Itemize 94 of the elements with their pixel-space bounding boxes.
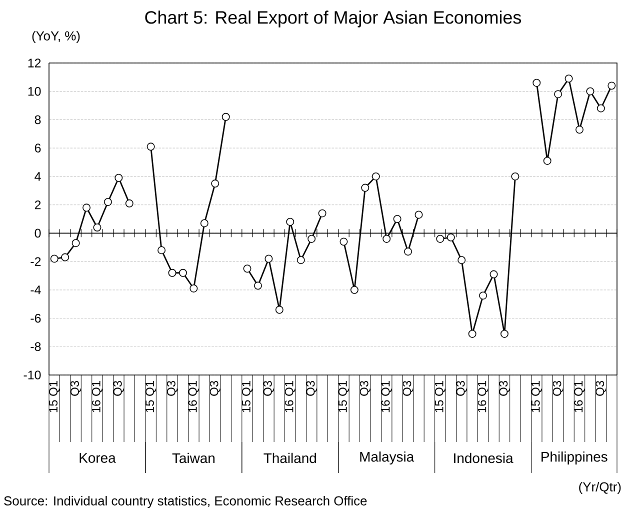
y-tick-label: -8 <box>30 342 41 351</box>
legend-label: Korea <box>80 452 116 463</box>
point <box>275 306 284 314</box>
x-tick-label: 15 Q1 <box>531 380 542 412</box>
point <box>586 87 594 96</box>
x-tick-label: 16 Q1 <box>381 380 392 412</box>
y-axis-title: (YoY, %) <box>32 30 80 43</box>
legend-label: Thailand <box>264 452 316 463</box>
point <box>93 223 102 232</box>
point <box>190 284 198 292</box>
point <box>608 82 616 90</box>
y-tick-label: -10 <box>24 370 41 380</box>
x-tick-label: Q3 <box>210 380 220 396</box>
point <box>114 174 123 182</box>
point <box>414 210 423 219</box>
x-tick-label: 15 Q1 <box>49 380 60 412</box>
y-tick-label: 6 <box>34 144 41 152</box>
point <box>564 74 573 82</box>
point <box>308 234 316 243</box>
point <box>500 330 508 338</box>
point <box>72 238 80 247</box>
point <box>479 291 488 300</box>
point <box>200 219 208 228</box>
point <box>50 254 58 263</box>
point <box>596 104 605 112</box>
point <box>458 256 466 264</box>
x-tick-label: 16 Q1 <box>478 380 488 412</box>
x-tick-label: Q3 <box>499 380 510 396</box>
legend-label: Philippines <box>542 451 608 464</box>
point <box>543 156 552 165</box>
point <box>446 233 455 242</box>
point <box>372 172 380 180</box>
point <box>340 238 348 246</box>
y-tick-label: -2 <box>30 257 41 266</box>
point <box>554 90 562 98</box>
x-tick-label: Q3 <box>113 380 124 396</box>
y-tick-label: -4 <box>30 285 41 294</box>
x-tick-label: 16 Q1 <box>574 380 585 412</box>
point <box>168 268 176 277</box>
point <box>350 286 358 294</box>
x-tick-label: Q3 <box>596 380 606 396</box>
point <box>264 254 273 263</box>
y-tick-label: 10 <box>28 86 41 96</box>
point <box>511 172 520 180</box>
point <box>296 256 305 264</box>
text: (Yr/Qtr) <box>579 482 621 494</box>
x-tick-label: 16 Q1 <box>92 380 103 412</box>
point <box>82 203 91 212</box>
y-tick-label: 4 <box>34 172 41 181</box>
point <box>211 179 220 188</box>
point <box>243 264 252 272</box>
y-tick-label: 12 <box>28 58 41 68</box>
point <box>393 214 402 223</box>
point <box>576 125 584 134</box>
y-tick-label: -6 <box>30 314 41 322</box>
x-tick-label: Q3 <box>552 380 564 396</box>
chart-title: Chart 5: Real Export of Major Asian Economies <box>145 10 522 28</box>
legend-label: Malaysia <box>360 451 414 464</box>
point <box>286 218 294 226</box>
x-tick-label: Q3 <box>456 380 467 396</box>
source-note: Source: Individual country statistics, Economic Research Office <box>4 496 367 508</box>
point <box>468 330 476 338</box>
x-tick-label: 15 Q1 <box>338 380 350 412</box>
point <box>532 78 541 87</box>
x-tick-label: Q3 <box>70 380 82 396</box>
point <box>436 234 444 243</box>
point <box>178 268 187 277</box>
point <box>125 199 134 208</box>
x-tick-label: Q3 <box>360 380 370 396</box>
x-tick-label: Q3 <box>306 380 317 396</box>
point <box>490 270 498 278</box>
point <box>382 234 391 243</box>
x-tick-label: 16 Q1 <box>188 380 199 412</box>
point <box>61 253 70 262</box>
x-tick-label: Q3 <box>166 380 178 396</box>
y-tick-label: 8 <box>34 115 41 124</box>
point <box>318 209 326 218</box>
legend-label: Taiwan <box>172 452 214 463</box>
y-tick-label: 0 <box>34 228 41 238</box>
x-tick-label: 15 Q1 <box>146 380 156 412</box>
point <box>104 198 112 206</box>
x-tick-label: 15 Q1 <box>242 380 253 412</box>
x-tick-label: 15 Q1 <box>434 380 446 412</box>
x-tick-label: Q3 <box>263 380 274 396</box>
x-tick-label: 16 Q1 <box>284 380 296 412</box>
x-tick-label: Q3 <box>402 380 414 396</box>
point <box>158 246 166 254</box>
legend-label: Indonesia <box>454 452 514 463</box>
point <box>404 247 412 256</box>
point <box>254 281 262 290</box>
point <box>222 112 230 121</box>
point <box>146 142 155 150</box>
point <box>361 184 370 192</box>
y-tick-label: 2 <box>34 200 41 209</box>
